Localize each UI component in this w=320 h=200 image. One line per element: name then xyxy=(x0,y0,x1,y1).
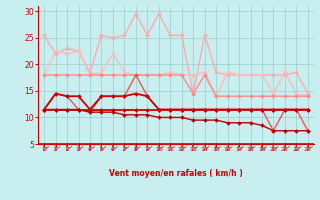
X-axis label: Vent moyen/en rafales ( km/h ): Vent moyen/en rafales ( km/h ) xyxy=(109,169,243,178)
